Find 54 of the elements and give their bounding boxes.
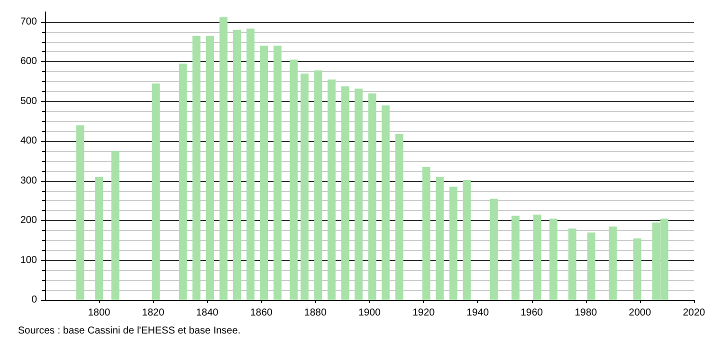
bar	[300, 74, 309, 300]
bar	[328, 80, 336, 300]
bar	[436, 176, 444, 300]
y-tick-label: 100	[20, 254, 38, 266]
bar	[341, 86, 350, 300]
bar	[449, 186, 458, 300]
y-tick-label: 700	[20, 16, 38, 28]
bar	[633, 238, 642, 300]
bar	[314, 70, 322, 300]
bar	[549, 218, 558, 300]
x-tick-label: 1940	[466, 308, 490, 318]
bar	[274, 46, 282, 300]
bar	[568, 228, 576, 300]
x-tick-label: 1880	[304, 308, 327, 318]
bar	[206, 36, 214, 300]
x-tick-label: 1860	[250, 308, 273, 318]
x-tick-label: 1920	[412, 308, 436, 318]
bar	[533, 214, 542, 300]
x-tick-label: 1840	[196, 308, 219, 318]
bar	[219, 17, 228, 300]
bar	[354, 88, 363, 300]
bar	[260, 46, 268, 300]
y-tick-label: 0	[31, 294, 38, 306]
bar	[152, 84, 160, 300]
x-tick-label: 2000	[628, 308, 652, 318]
bar	[290, 60, 298, 300]
bar	[246, 28, 255, 300]
bar	[462, 180, 471, 300]
bar	[395, 134, 404, 300]
bar	[490, 198, 498, 300]
bar	[512, 216, 520, 300]
bar	[232, 30, 241, 300]
x-tick-label: 1980	[574, 308, 598, 318]
bar	[95, 176, 104, 300]
y-tick-label: 600	[20, 56, 38, 68]
x-tick-label: 1960	[520, 308, 544, 318]
y-tick-label: 400	[20, 136, 38, 147]
bar	[192, 36, 200, 300]
source-note: Sources : base Cassini de l'EHESS et base Insee.	[18, 326, 241, 336]
x-tick-label: 1820	[142, 308, 165, 318]
bar	[608, 226, 617, 300]
x-tick-label: 1800	[88, 308, 111, 318]
y-tick-label: 300	[20, 175, 38, 186]
bar	[178, 64, 187, 300]
x-tick-label: 2020	[682, 308, 706, 318]
bar	[382, 105, 390, 300]
bar	[76, 125, 84, 300]
x-tick-label: 1900	[358, 308, 382, 318]
y-tick-label: 200	[20, 215, 38, 226]
bar	[111, 151, 120, 300]
bar	[368, 93, 376, 300]
bar	[587, 232, 596, 300]
y-tick-label: 500	[20, 96, 38, 107]
bar	[422, 166, 430, 300]
